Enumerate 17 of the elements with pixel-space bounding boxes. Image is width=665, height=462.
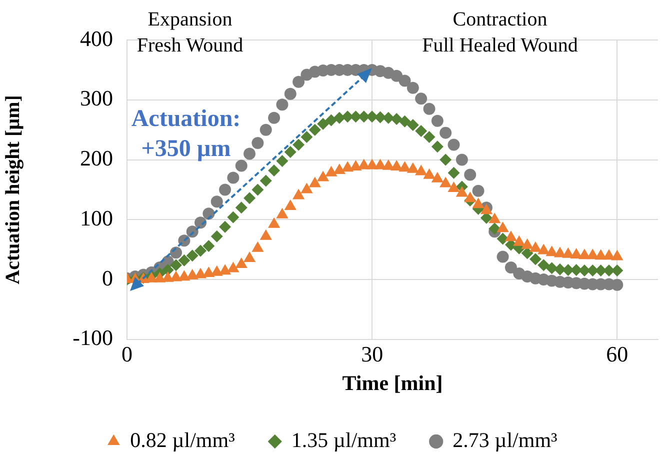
y-tick-label: -100	[72, 325, 113, 350]
y-tick-label: 200	[80, 146, 113, 171]
annotation: Expansion Fresh Wound	[136, 8, 244, 56]
y-tick-label: 100	[80, 205, 113, 230]
annotation: Contraction Full Healed Wound	[422, 8, 578, 56]
x-tick-label: 0	[122, 341, 132, 366]
legend-label: 2.73 µl/mm³	[452, 428, 558, 452]
legend-label: 0.82 µl/mm³	[130, 428, 235, 452]
y-axis-title: Actuation height [µm]	[2, 95, 24, 284]
x-tick-label: 60	[606, 341, 628, 366]
x-tick-label: 30	[361, 341, 384, 366]
y-tick-label: 400	[80, 26, 113, 51]
legend-label: 1.35 µl/mm³	[291, 428, 396, 452]
annotation: Actuation: +350 µm	[131, 106, 241, 162]
y-tick-label: 0	[102, 265, 113, 290]
x-axis-title: Time [min]	[342, 370, 443, 395]
y-tick-label: 300	[80, 86, 113, 111]
